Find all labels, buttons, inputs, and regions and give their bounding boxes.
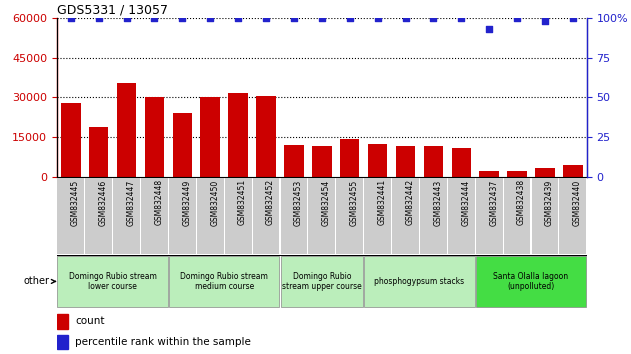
FancyBboxPatch shape: [504, 178, 531, 254]
Text: count: count: [75, 316, 105, 326]
Point: [66, 15, 76, 21]
Text: GSM832454: GSM832454: [322, 179, 331, 225]
Text: GSM832441: GSM832441: [377, 179, 387, 225]
Bar: [89, 127, 109, 177]
FancyBboxPatch shape: [420, 178, 447, 254]
Text: GSM832453: GSM832453: [294, 179, 303, 225]
Point: [261, 15, 271, 21]
Bar: [284, 145, 304, 177]
Text: GDS5331 / 13057: GDS5331 / 13057: [57, 4, 168, 17]
Text: Domingo Rubio
stream upper course: Domingo Rubio stream upper course: [282, 272, 362, 291]
Text: GSM832447: GSM832447: [127, 179, 136, 225]
Point: [289, 15, 299, 21]
FancyBboxPatch shape: [476, 178, 502, 254]
Text: GSM832448: GSM832448: [155, 179, 163, 225]
Point: [150, 15, 160, 21]
Point: [93, 15, 103, 21]
Text: GSM832438: GSM832438: [517, 179, 526, 225]
FancyBboxPatch shape: [252, 178, 280, 254]
FancyBboxPatch shape: [448, 178, 475, 254]
Point: [205, 15, 215, 21]
Bar: [312, 147, 331, 177]
Bar: [117, 83, 136, 177]
Text: percentile rank within the sample: percentile rank within the sample: [75, 337, 251, 347]
Point: [233, 15, 243, 21]
Text: GSM832443: GSM832443: [433, 179, 442, 225]
Bar: [423, 147, 443, 177]
FancyBboxPatch shape: [57, 256, 168, 307]
Text: GSM832444: GSM832444: [461, 179, 470, 225]
Point: [122, 15, 132, 21]
Text: GSM832446: GSM832446: [98, 179, 108, 225]
FancyBboxPatch shape: [169, 256, 280, 307]
Bar: [396, 147, 415, 177]
Bar: [228, 93, 248, 177]
FancyBboxPatch shape: [85, 178, 112, 254]
Text: Domingo Rubio stream
medium course: Domingo Rubio stream medium course: [180, 272, 268, 291]
FancyBboxPatch shape: [141, 178, 168, 254]
Bar: [256, 96, 276, 177]
FancyBboxPatch shape: [57, 178, 84, 254]
Text: GSM832439: GSM832439: [545, 179, 554, 225]
Point: [317, 15, 327, 21]
FancyBboxPatch shape: [392, 178, 419, 254]
Point: [177, 15, 187, 21]
Text: GSM832450: GSM832450: [210, 179, 219, 225]
Bar: [340, 138, 360, 177]
Bar: [61, 103, 81, 177]
Text: GSM832442: GSM832442: [406, 179, 415, 225]
Bar: [563, 165, 582, 177]
Text: GSM832440: GSM832440: [573, 179, 582, 225]
Text: GSM832445: GSM832445: [71, 179, 80, 225]
FancyBboxPatch shape: [336, 178, 363, 254]
Text: Santa Olalla lagoon
(unpolluted): Santa Olalla lagoon (unpolluted): [493, 272, 569, 291]
FancyBboxPatch shape: [364, 178, 391, 254]
Bar: [368, 144, 387, 177]
FancyBboxPatch shape: [197, 178, 223, 254]
Text: GSM832437: GSM832437: [489, 179, 498, 225]
FancyBboxPatch shape: [113, 178, 140, 254]
Bar: [535, 168, 555, 177]
FancyBboxPatch shape: [169, 178, 196, 254]
FancyBboxPatch shape: [560, 178, 586, 254]
Bar: [507, 171, 527, 177]
Point: [372, 15, 382, 21]
Point: [484, 26, 494, 32]
Text: GSM832451: GSM832451: [238, 179, 247, 225]
Bar: [480, 171, 499, 177]
FancyBboxPatch shape: [309, 178, 335, 254]
Bar: [57, 314, 68, 329]
Text: GSM832449: GSM832449: [182, 179, 191, 225]
Point: [345, 15, 355, 21]
Point: [428, 15, 439, 21]
Bar: [57, 335, 68, 349]
FancyBboxPatch shape: [281, 256, 363, 307]
Bar: [201, 97, 220, 177]
FancyBboxPatch shape: [531, 178, 558, 254]
FancyBboxPatch shape: [476, 256, 586, 307]
Point: [540, 18, 550, 24]
Point: [568, 15, 578, 21]
Text: Domingo Rubio stream
lower course: Domingo Rubio stream lower course: [69, 272, 156, 291]
Point: [456, 15, 466, 21]
FancyBboxPatch shape: [364, 256, 475, 307]
Bar: [452, 148, 471, 177]
Bar: [144, 97, 164, 177]
FancyBboxPatch shape: [281, 178, 307, 254]
Point: [401, 15, 411, 21]
Text: GSM832455: GSM832455: [350, 179, 358, 225]
FancyBboxPatch shape: [225, 178, 252, 254]
Text: phosphogypsum stacks: phosphogypsum stacks: [374, 277, 464, 286]
Bar: [172, 113, 192, 177]
Text: other: other: [23, 276, 56, 286]
Point: [512, 15, 522, 21]
Text: GSM832452: GSM832452: [266, 179, 275, 225]
